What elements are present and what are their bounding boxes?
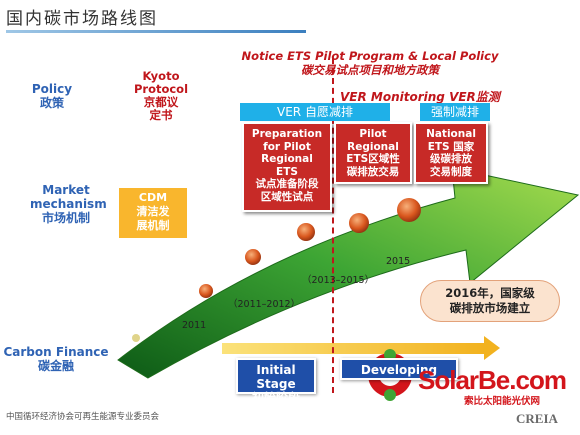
year-range-2011-2012: （2011–2012） xyxy=(228,299,301,310)
pilot-divider-line xyxy=(332,58,334,393)
year-2015: 2015 xyxy=(386,256,411,267)
notice-heading: Notice ETS Pilot Program & Local Policy … xyxy=(241,49,499,77)
national-ets-box: National ETS 国家 级碳排放 交易制度 xyxy=(414,122,488,184)
milestone-dot-2 xyxy=(199,284,213,298)
kyoto-protocol-label: Kyoto Protocol 京都议 定书 xyxy=(133,69,189,122)
milestone-dot-6 xyxy=(397,198,421,222)
developing-stage-box: Developing Stage xyxy=(340,358,458,380)
cdm-box: CDM 清洁发 展机制 xyxy=(119,188,187,238)
footer-source: 中国循环经济协会可再生能源专业委员会 xyxy=(6,412,160,422)
year-2011: 2011 xyxy=(182,320,207,331)
initial-stage-box: Initial Stage 初始阶段 xyxy=(236,358,316,405)
milestone-dot-3 xyxy=(245,249,261,265)
milestone-dot-4 xyxy=(297,223,315,241)
national-market-2016-callout: 2016年，国家级 碳排放市场建立 xyxy=(420,280,560,322)
milestone-dot-5 xyxy=(349,213,369,233)
solarbe-subtitle: 索比太阳能光伏网 xyxy=(464,396,541,407)
ver-voluntary-bar: VER 自愿减排 xyxy=(240,103,390,121)
preparation-pilot-box: Preparation for Pilot Regional ETS 试点准备阶… xyxy=(242,122,332,212)
milestone-dot-1 xyxy=(132,334,140,342)
creia-logo: CREIA xyxy=(516,411,558,426)
row-label-policy: Policy 政策 xyxy=(31,82,73,110)
year-range-2013-2015: （2013–2015） xyxy=(302,275,375,286)
row-label-market: Market mechanism 市场机制 xyxy=(30,183,107,225)
timeline-bar-tip xyxy=(484,336,500,360)
row-label-finance: Carbon Finance 碳金融 xyxy=(3,345,109,373)
solarbe-watermark: SolarBe.com xyxy=(418,365,567,395)
green-growth-arrow xyxy=(117,167,580,379)
mandatory-reduction-bar: 强制减排 xyxy=(420,103,490,121)
pilot-regional-ets-box: Pilot Regional ETS区域性 碳排放交易 xyxy=(334,122,412,184)
timeline-bar xyxy=(222,343,484,354)
page-title: 国内碳市场路线图 xyxy=(6,9,158,29)
ver-monitoring-label: VER Monitoring VER监测 xyxy=(340,90,500,104)
title-underline xyxy=(6,30,306,33)
